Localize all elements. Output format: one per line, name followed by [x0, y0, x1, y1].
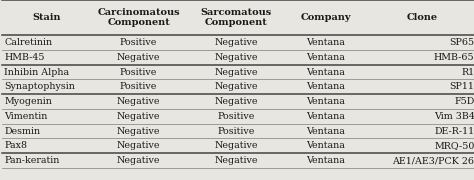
Text: MRQ-50: MRQ-50 — [434, 141, 474, 150]
Text: Pan-keratin: Pan-keratin — [4, 156, 60, 165]
Text: Inhibin Alpha: Inhibin Alpha — [4, 68, 69, 76]
Text: Pax8: Pax8 — [4, 141, 27, 150]
Text: Positive: Positive — [120, 82, 157, 91]
Text: Negative: Negative — [214, 53, 257, 62]
Text: Negative: Negative — [214, 38, 257, 47]
Text: Negative: Negative — [117, 53, 160, 62]
Text: HMB-45: HMB-45 — [4, 53, 45, 62]
Text: AE1/AE3/PCK 26: AE1/AE3/PCK 26 — [392, 156, 474, 165]
Text: Negative: Negative — [214, 141, 257, 150]
Text: Positive: Positive — [120, 38, 157, 47]
Text: Negative: Negative — [117, 112, 160, 121]
Text: Positive: Positive — [217, 112, 255, 121]
Text: Ventana: Ventana — [306, 53, 346, 62]
Text: Vim 3B4: Vim 3B4 — [434, 112, 474, 121]
Text: Carcinomatous
Component: Carcinomatous Component — [97, 8, 180, 27]
Text: Ventana: Ventana — [306, 82, 346, 91]
Text: Ventana: Ventana — [306, 156, 346, 165]
Text: Ventana: Ventana — [306, 127, 346, 136]
Text: Negative: Negative — [117, 156, 160, 165]
Text: Company: Company — [301, 13, 351, 22]
Text: R1: R1 — [461, 68, 474, 76]
Text: DE-R-11: DE-R-11 — [434, 127, 474, 136]
Text: F5D: F5D — [454, 97, 474, 106]
Text: Stain: Stain — [32, 13, 61, 22]
Text: Negative: Negative — [117, 97, 160, 106]
Text: Ventana: Ventana — [306, 112, 346, 121]
Text: Ventana: Ventana — [306, 97, 346, 106]
Text: Desmin: Desmin — [4, 127, 40, 136]
Text: Synaptophysin: Synaptophysin — [4, 82, 75, 91]
Text: Myogenin: Myogenin — [4, 97, 52, 106]
Text: Negative: Negative — [214, 156, 257, 165]
Text: Positive: Positive — [120, 68, 157, 76]
Text: Negative: Negative — [117, 127, 160, 136]
Text: Ventana: Ventana — [306, 141, 346, 150]
Text: Ventana: Ventana — [306, 68, 346, 76]
Text: Sarcomatous
Component: Sarcomatous Component — [200, 8, 272, 27]
Text: Negative: Negative — [214, 97, 257, 106]
Text: Clone: Clone — [406, 13, 438, 22]
Text: Ventana: Ventana — [306, 38, 346, 47]
Text: Calretinin: Calretinin — [4, 38, 53, 47]
Text: Positive: Positive — [217, 127, 255, 136]
Text: Negative: Negative — [214, 68, 257, 76]
Text: SP65: SP65 — [449, 38, 474, 47]
Text: SP11: SP11 — [450, 82, 474, 91]
Text: Negative: Negative — [117, 141, 160, 150]
Text: Vimentin: Vimentin — [4, 112, 48, 121]
Text: Negative: Negative — [214, 82, 257, 91]
Text: HMB-65: HMB-65 — [434, 53, 474, 62]
